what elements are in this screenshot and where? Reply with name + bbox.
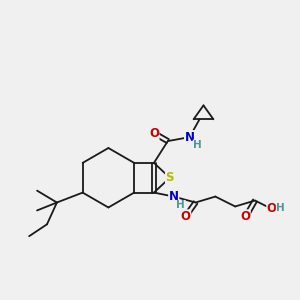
Text: S: S (166, 171, 174, 184)
Text: O: O (240, 210, 250, 223)
Text: H: H (193, 140, 202, 150)
Text: N: N (184, 130, 195, 144)
Text: O: O (267, 202, 277, 215)
Text: H: H (176, 200, 185, 211)
Text: H: H (276, 203, 285, 214)
Text: O: O (181, 210, 190, 223)
Text: N: N (169, 190, 179, 203)
Text: O: O (149, 127, 159, 140)
